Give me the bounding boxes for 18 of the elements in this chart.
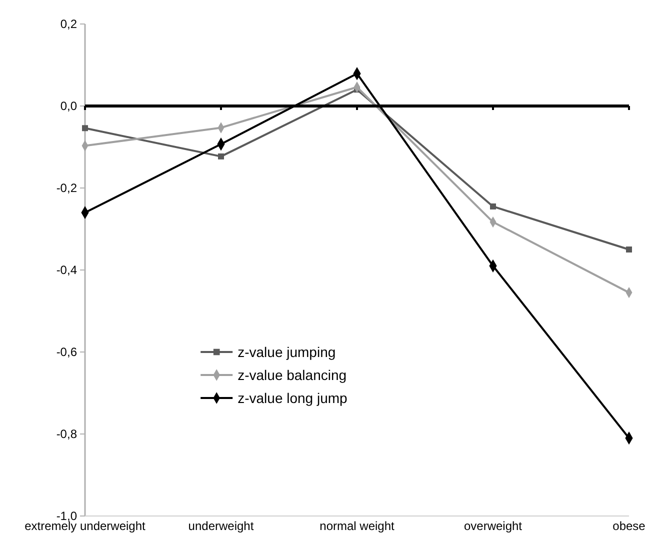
y-tick-label: 0,0 bbox=[60, 99, 78, 114]
point bbox=[490, 203, 496, 210]
y-tick-label: -0,4 bbox=[56, 263, 78, 278]
x-tick-label: normal weight bbox=[320, 519, 396, 533]
point bbox=[218, 153, 224, 160]
x-tick-label: underweight bbox=[188, 519, 254, 533]
y-tick-label: -0,8 bbox=[56, 427, 78, 442]
y-tick-label: -1,0 bbox=[56, 509, 78, 524]
point bbox=[82, 125, 88, 132]
x-tick-label: obese bbox=[612, 519, 646, 533]
x-tick-label: overweight bbox=[464, 519, 523, 533]
point bbox=[626, 246, 632, 252]
y-tick-label: -0,2 bbox=[56, 181, 78, 196]
legend-label: z-value jumping bbox=[238, 344, 336, 360]
y-tick-label: -0,6 bbox=[56, 345, 78, 360]
y-tick-label: 0,2 bbox=[60, 17, 78, 32]
legend-label: z-value long jump bbox=[238, 390, 348, 406]
legend-label: z-value balancing bbox=[238, 366, 347, 383]
